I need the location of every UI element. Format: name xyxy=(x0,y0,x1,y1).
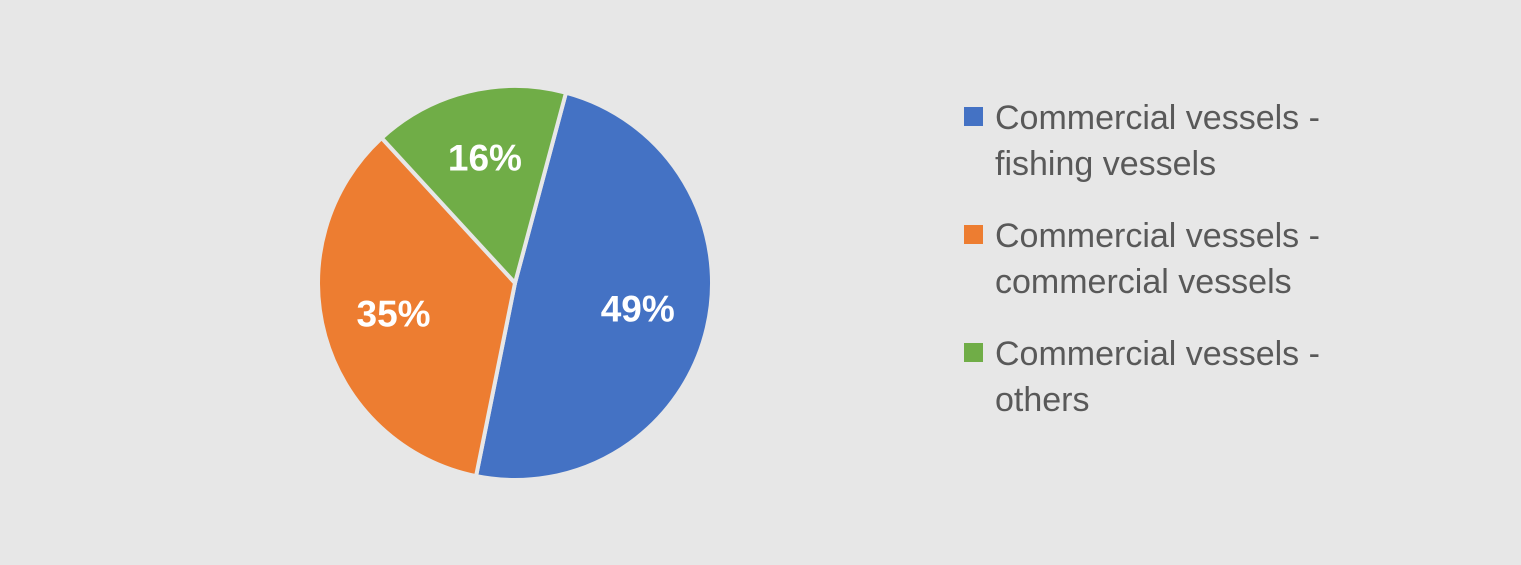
legend-item: Commercial vessels - fishing vessels xyxy=(964,95,1384,187)
pie-slice xyxy=(473,90,714,482)
pie-slice xyxy=(316,135,518,479)
legend-swatch xyxy=(964,107,983,126)
legend: Commercial vessels - fishing vessels Comm… xyxy=(964,95,1384,449)
legend-item: Commercial vessels - others xyxy=(964,331,1384,423)
legend-label: Commercial vessels - commercial vessels xyxy=(995,217,1320,301)
pie-slice xyxy=(378,84,569,288)
data-label: 16% xyxy=(448,137,522,178)
legend-swatch xyxy=(964,343,983,362)
data-label: 49% xyxy=(601,289,675,330)
legend-item: Commercial vessels - commercial vessels xyxy=(964,213,1384,305)
legend-swatch xyxy=(964,225,983,244)
legend-label: Commercial vessels - others xyxy=(995,335,1320,419)
data-label: 35% xyxy=(357,294,431,335)
legend-label: Commercial vessels - fishing vessels xyxy=(995,99,1320,183)
